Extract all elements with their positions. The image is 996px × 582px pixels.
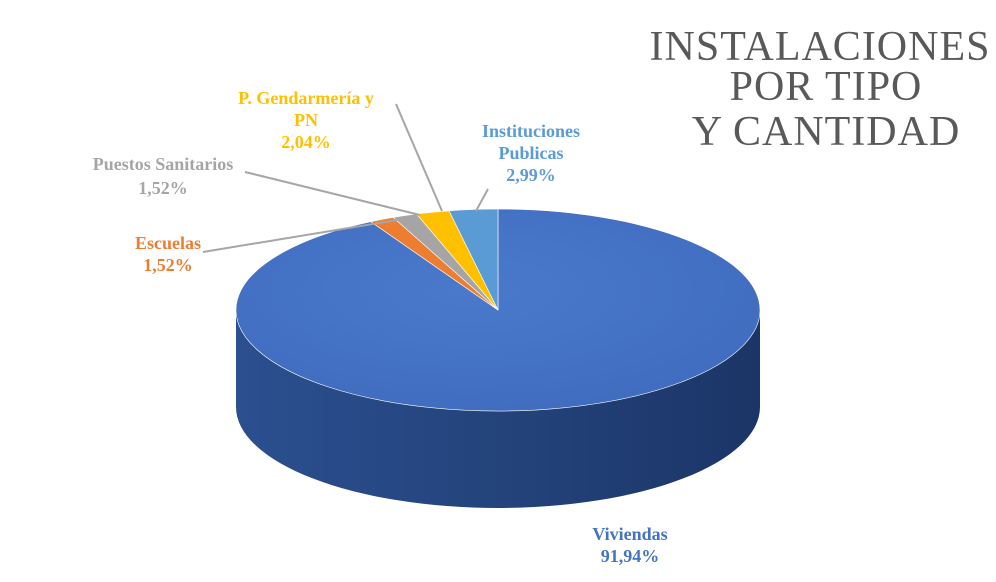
data-label-value: 1,52% (143, 255, 193, 275)
data-label-category: PN (294, 110, 318, 130)
data-label-category: Publicas (498, 143, 563, 163)
pie-slice-viviendas[interactable] (235, 208, 761, 412)
chart-title-line: Y CANTIDAD (692, 109, 961, 155)
data-label-value: 1,52% (138, 178, 188, 198)
leader-line-escuelas (202, 219, 398, 253)
leader-line-gendarmeria (395, 103, 443, 212)
leader-line-puestos-sanitarios (244, 171, 421, 216)
data-label-value: 2,04% (281, 132, 331, 152)
data-label-category: Instituciones (482, 121, 580, 141)
data-label-category: Puestos Sanitarios (93, 154, 234, 174)
data-label-value: 91,94% (601, 546, 660, 566)
chart-title-line: INSTALACIONES (650, 24, 991, 70)
pie-side-wall (236, 310, 760, 508)
leader-lines (202, 103, 489, 253)
pie-side-viviendas (236, 310, 760, 508)
chart-title-line: POR TIPO (730, 64, 923, 110)
data-label-category: Escuelas (135, 233, 201, 253)
chart-title: INSTALACIONES POR TIPO Y CANTIDAD (650, 24, 991, 155)
pie-slice-instituciones-publicas[interactable] (448, 208, 499, 311)
data-label-category: Viviendas (592, 524, 667, 544)
pie-slices (235, 208, 761, 412)
leader-line-instituciones-publicas (475, 188, 489, 212)
data-label-category: P. Gendarmería y (238, 88, 374, 108)
data-label-puestos-sanitarios: Puestos Sanitarios 1,52% (93, 154, 234, 198)
data-label-value: 2,99% (506, 165, 556, 185)
